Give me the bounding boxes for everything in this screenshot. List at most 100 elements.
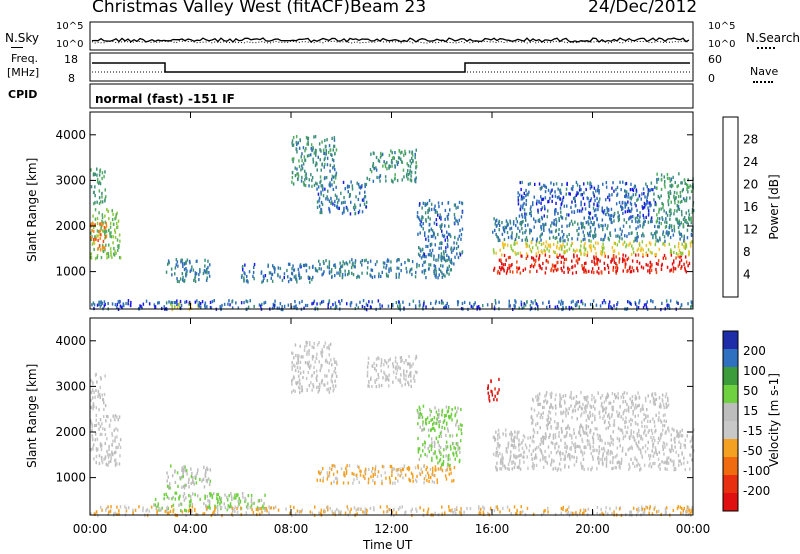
heatmap-cell	[545, 240, 548, 244]
heatmap-cell	[521, 446, 524, 450]
heatmap-cell	[359, 507, 362, 511]
heatmap-cell	[102, 239, 105, 243]
heatmap-cell	[363, 202, 366, 206]
heatmap-cell	[431, 248, 434, 252]
heatmap-cell	[582, 402, 584, 406]
heatmap-cell	[146, 508, 148, 512]
heatmap-cell	[621, 429, 623, 433]
heatmap-cell	[339, 267, 341, 272]
heatmap-cell	[551, 194, 554, 198]
heatmap-cell	[388, 384, 390, 388]
heatmap-cell	[104, 441, 106, 446]
heatmap-cell	[292, 136, 295, 140]
heatmap-cell	[299, 366, 301, 370]
heatmap-cell	[108, 453, 111, 457]
heatmap-cell	[656, 178, 658, 182]
heatmap-cell	[544, 509, 546, 513]
heatmap-cell	[90, 256, 93, 260]
heatmap-cell	[542, 241, 545, 245]
heatmap-cell	[647, 263, 649, 267]
heatmap-cell	[535, 456, 538, 460]
heatmap-cell	[554, 435, 557, 440]
heatmap-cell	[580, 200, 582, 204]
heatmap-cell	[356, 181, 358, 185]
heatmap-cell	[495, 446, 498, 450]
heatmap-cell	[561, 429, 563, 433]
heatmap-cell	[340, 467, 343, 471]
heatmap-cell	[103, 457, 105, 461]
heatmap-cell	[191, 502, 194, 507]
heatmap-cell	[593, 271, 595, 275]
heatmap-cell	[315, 153, 317, 157]
heatmap-cell	[684, 246, 686, 250]
heatmap-cell	[532, 265, 535, 269]
heatmap-cell	[224, 506, 226, 510]
heatmap-cell	[573, 455, 575, 459]
nsky-left-tick-top: 10^5	[56, 21, 84, 32]
heatmap-cell	[189, 495, 192, 499]
heatmap-cell	[430, 242, 433, 246]
heatmap-cell	[100, 455, 103, 459]
heatmap-cell	[493, 266, 496, 270]
heatmap-cell	[566, 454, 569, 458]
heatmap-cell	[445, 440, 448, 444]
heatmap-cell	[513, 303, 515, 308]
heatmap-cell	[95, 461, 97, 465]
heatmap-cell	[344, 269, 346, 273]
heatmap-cell	[400, 359, 402, 363]
heatmap-cell	[449, 434, 451, 438]
heatmap-cell	[513, 436, 515, 440]
heatmap-cell	[315, 369, 318, 373]
heatmap-cell	[434, 465, 437, 469]
heatmap-cell	[406, 162, 408, 166]
heatmap-cell	[637, 253, 640, 257]
heatmap-cell	[549, 243, 551, 247]
heatmap-cell	[113, 417, 116, 421]
heatmap-cell	[401, 150, 403, 154]
heatmap-cell	[691, 506, 693, 510]
freq-unit-label: [MHz]	[7, 66, 40, 79]
heatmap-cell	[292, 159, 294, 164]
heatmap-cell	[386, 361, 388, 365]
heatmap-cell	[596, 427, 598, 431]
heatmap-cell	[313, 299, 316, 303]
heatmap-cell	[658, 438, 661, 442]
heatmap-cell	[399, 356, 402, 360]
heatmap-cell	[640, 508, 643, 512]
heatmap-cell	[319, 148, 321, 152]
heatmap-cell	[544, 244, 547, 248]
heatmap-cell	[515, 252, 517, 256]
heatmap-cell	[653, 198, 655, 202]
heatmap-cell	[305, 176, 308, 180]
heatmap-cell	[642, 206, 645, 210]
heatmap-cell	[98, 196, 101, 200]
heatmap-cell	[648, 188, 651, 192]
heatmap-cell	[417, 411, 419, 415]
heatmap-cell	[592, 244, 595, 248]
heatmap-cell	[386, 505, 388, 509]
heatmap-cell	[561, 183, 563, 187]
heatmap-cell	[372, 164, 374, 168]
heatmap-cell	[312, 160, 315, 164]
heatmap-cell	[636, 216, 638, 220]
heatmap-cell	[614, 393, 616, 397]
heatmap-cell	[648, 457, 651, 461]
heatmap-cell	[188, 302, 191, 306]
heatmap-cell	[406, 362, 409, 366]
heatmap-cell	[642, 206, 644, 210]
heatmap-cell	[667, 194, 670, 198]
heatmap-cell	[307, 136, 310, 140]
heatmap-cell	[554, 190, 556, 194]
heatmap-cell	[190, 511, 193, 515]
heatmap-cell	[544, 249, 546, 254]
heatmap-cell	[593, 255, 595, 259]
heatmap-cell	[532, 256, 535, 260]
heatmap-cell	[679, 430, 681, 434]
heatmap-cell	[394, 481, 396, 485]
heatmap-cell	[206, 478, 208, 482]
heatmap-cell	[514, 242, 516, 246]
heatmap-cell	[631, 207, 633, 211]
heatmap-cell	[514, 237, 517, 241]
heatmap-cell	[190, 500, 192, 504]
heatmap-cell	[240, 301, 243, 305]
